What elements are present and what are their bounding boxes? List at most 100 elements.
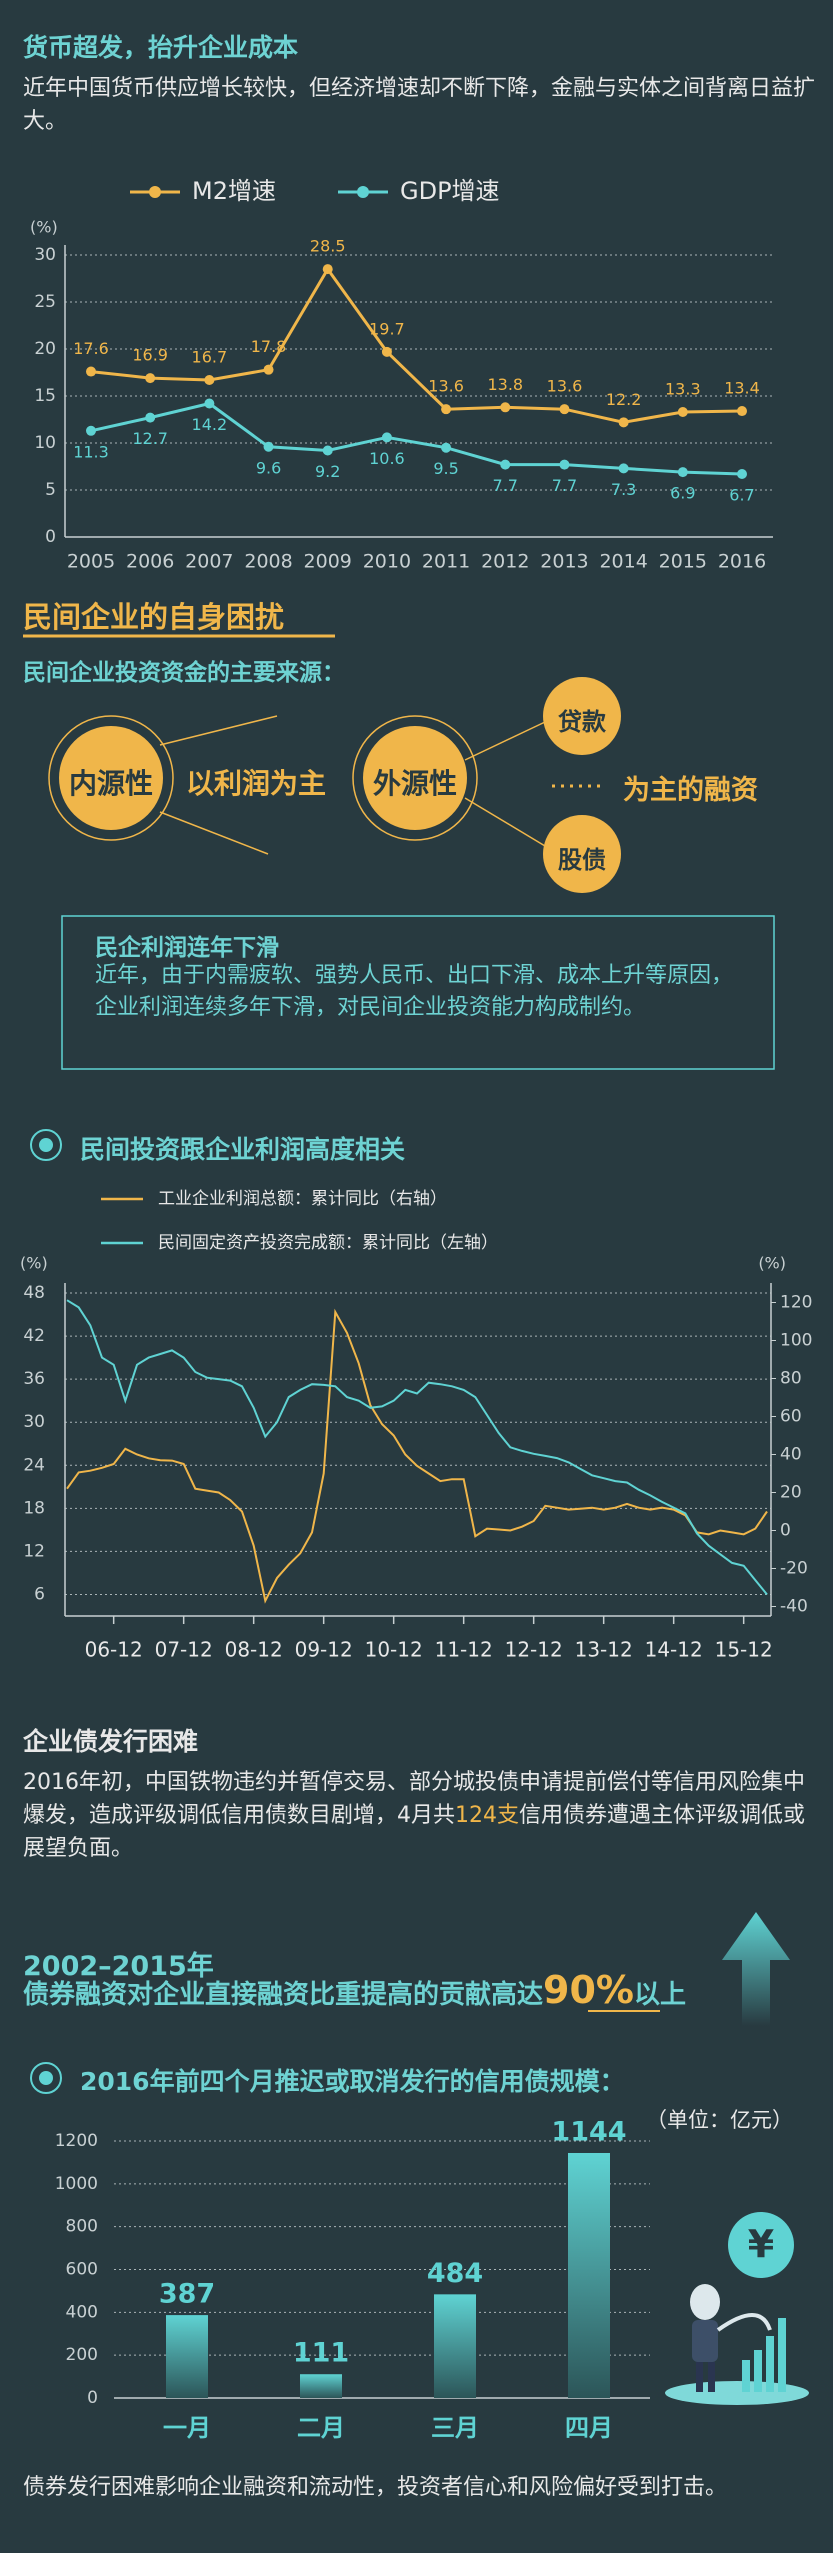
- x-tick-label: 2015: [659, 551, 707, 573]
- y-tick-label: 15: [34, 386, 56, 406]
- x-tick-label: 12-12: [505, 1638, 563, 1662]
- legend-label: 民间固定资产投资完成额：累计同比（左轴）: [158, 1233, 498, 1253]
- x-tick-label: 三月: [431, 2414, 479, 2442]
- section-title: 企业债发行困难: [23, 1727, 199, 1756]
- y-tick-label: 40: [780, 1445, 802, 1465]
- x-tick-label: 08-12: [225, 1638, 283, 1662]
- y-tick-label: 24: [23, 1455, 45, 1475]
- value-label: 6.7: [729, 486, 754, 505]
- y-tick-label: 120: [780, 1293, 812, 1313]
- x-tick-label: 2011: [422, 551, 470, 573]
- y-tick-label: 400: [66, 2302, 98, 2322]
- axis-unit: (%): [20, 1254, 48, 1273]
- value-label: 9.6: [256, 458, 281, 477]
- ring: [352, 715, 478, 841]
- series-line: [66, 1299, 768, 1596]
- x-tick-label: 09-12: [295, 1638, 353, 1662]
- value-label: 13.8: [487, 375, 523, 394]
- y-tick-label: 200: [66, 2345, 98, 2365]
- value-label: 17.8: [251, 337, 287, 356]
- value-label: 484: [427, 2258, 483, 2289]
- illustration-bar: [766, 2336, 774, 2392]
- point: [559, 404, 570, 415]
- connector: [159, 811, 269, 855]
- ring: [48, 715, 174, 841]
- point: [381, 346, 392, 357]
- value-label: 17.6: [73, 339, 109, 358]
- bubble: [59, 726, 163, 830]
- bubble-note: 以利润为主: [186, 767, 327, 800]
- y-tick-label: 1000: [55, 2174, 98, 2194]
- bubble-label: 外源性: [372, 767, 457, 800]
- x-tick-label: 15-12: [715, 1638, 773, 1662]
- years: 2002–2015年: [23, 1951, 214, 1982]
- note-box: [61, 915, 775, 1070]
- point: [204, 398, 215, 409]
- value-label: 12.2: [606, 390, 642, 409]
- point: [677, 406, 688, 417]
- x-tick-label: 11-12: [435, 1638, 493, 1662]
- connector: [464, 797, 546, 847]
- bubble: [543, 677, 621, 755]
- y-tick-label: 20: [780, 1483, 802, 1503]
- point: [441, 442, 452, 453]
- value-label: 1144: [551, 2116, 626, 2147]
- y-tick-label: 60: [780, 1407, 802, 1427]
- bubble-label: 内源性: [68, 767, 153, 800]
- y-tick-label: 0: [780, 1521, 791, 1541]
- value-label: 12.7: [132, 429, 168, 448]
- point: [737, 469, 747, 480]
- point: [86, 366, 96, 377]
- up-arrow: [722, 1912, 790, 2026]
- value-label: 16.7: [192, 348, 228, 367]
- box-title: 民企利润连年下滑: [95, 935, 279, 961]
- value-label: 10.6: [369, 449, 405, 468]
- value-label: 9.5: [433, 459, 458, 478]
- x-tick-label: 10-12: [365, 1638, 423, 1662]
- value-label: 11.3: [73, 442, 109, 461]
- legend-label: 工业企业利润总额：累计同比（右轴）: [158, 1189, 447, 1209]
- y-tick-label: -40: [780, 1597, 808, 1617]
- bullet-icon: [39, 1138, 53, 1152]
- illustration-arm: [716, 2313, 772, 2332]
- bubble-label: 贷款: [558, 708, 606, 736]
- y-tick-label: 10: [34, 433, 56, 453]
- paragraph: 近年中国货币供应增长较快，但经济增速却不断下降，金融与实体之间背离日益扩大。: [23, 76, 816, 134]
- y-tick-label: 100: [780, 1331, 812, 1351]
- value-label: 13.6: [547, 377, 583, 396]
- text: 以上: [633, 1980, 686, 2010]
- y-tick-label: 20: [34, 339, 56, 359]
- x-tick-label: 二月: [297, 2414, 345, 2442]
- point: [86, 425, 96, 436]
- point: [263, 441, 274, 452]
- point: [559, 459, 570, 470]
- point: [500, 459, 511, 470]
- value-label: 7.7: [552, 476, 577, 495]
- text: 信用债券遭遇主体评级调低或展望负面。: [23, 1803, 806, 1861]
- illustration-bar: [742, 2360, 750, 2392]
- point: [322, 445, 333, 456]
- value-label: 28.5: [310, 237, 346, 256]
- subheading: 民间企业投资资金的主要来源：: [23, 660, 345, 686]
- x-tick-label: 07-12: [155, 1638, 213, 1662]
- value-label: 6.9: [670, 484, 695, 503]
- chart-title: 民间投资跟企业利润高度相关: [80, 1135, 406, 1164]
- illustration-leg: [696, 2362, 703, 2392]
- x-tick-label: 06-12: [85, 1638, 143, 1662]
- x-tick-label: 2008: [244, 551, 292, 573]
- chart-title: 2016年前四个月推迟或取消发行的信用债规模：: [80, 2067, 625, 2096]
- point: [500, 402, 511, 413]
- section-title: 货币超发，抬升企业成本: [23, 33, 299, 62]
- value-label: 7.3: [611, 480, 636, 499]
- point: [677, 467, 688, 478]
- x-tick-label: 2010: [363, 551, 411, 573]
- yen-symbol: ¥: [748, 2223, 774, 2267]
- bubble-note: 为主的融资: [623, 775, 758, 806]
- y-tick-label: 30: [34, 245, 56, 265]
- connector: [159, 715, 278, 746]
- highlight: 124支: [455, 1803, 519, 1828]
- y-tick-label: 18: [23, 1498, 45, 1518]
- text: 2016年初，中国铁物违约并暂停交易、部分城投债申请提前偿付等信用风险集中爆发，…: [23, 1770, 805, 1828]
